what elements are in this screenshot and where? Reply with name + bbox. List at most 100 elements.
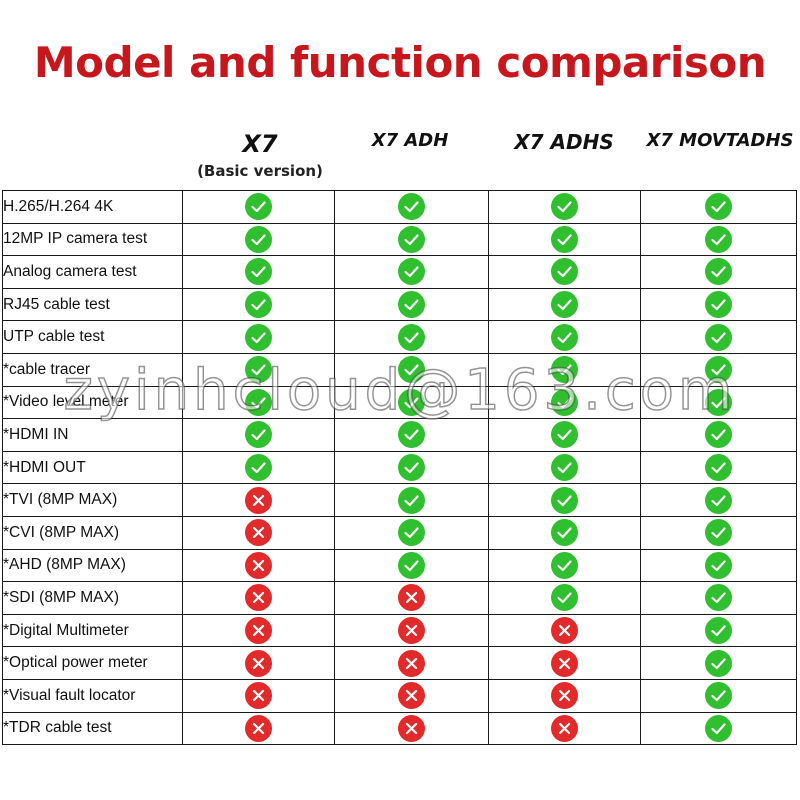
- check-circle-icon: [705, 682, 732, 710]
- support-cell: [182, 548, 335, 583]
- cross-circle-icon: [245, 551, 272, 579]
- check-circle-icon: [551, 258, 578, 286]
- check-circle-icon: [245, 323, 272, 351]
- cross-circle-icon: [398, 682, 425, 710]
- check-circle-icon: [398, 258, 425, 286]
- check-circle-icon: [705, 258, 732, 286]
- feature-label: RJ45 cable test: [2, 287, 183, 322]
- support-cell: [334, 222, 489, 257]
- check-circle-icon: [245, 193, 272, 221]
- column-header-model: X7 MOVTADHS: [646, 130, 794, 151]
- feature-label: *Video level meter: [2, 385, 183, 420]
- feature-label: *HDMI OUT: [2, 450, 183, 485]
- column-header-x7-adhs: X7 ADHS: [488, 130, 640, 154]
- column-header-model: X7 ADH: [371, 130, 449, 151]
- support-cell: [334, 646, 489, 680]
- table-row: UTP cable test: [2, 320, 797, 354]
- check-circle-icon: [551, 584, 578, 612]
- check-circle-icon: [245, 388, 272, 416]
- support-cell: [182, 581, 335, 615]
- support-cell: [182, 678, 335, 713]
- check-circle-icon: [398, 193, 425, 221]
- cross-circle-icon: [245, 584, 272, 612]
- support-cell: [640, 385, 797, 420]
- support-cell: [640, 646, 797, 680]
- cross-circle-icon: [551, 617, 578, 645]
- support-cell: [182, 385, 335, 420]
- support-cell: [182, 255, 335, 289]
- check-circle-icon: [551, 551, 578, 579]
- feature-label: *HDMI IN: [2, 418, 183, 452]
- support-cell: [334, 515, 489, 550]
- column-header-subtitle: (Basic version): [197, 162, 323, 180]
- feature-label: *SDI (8MP MAX): [2, 581, 183, 615]
- support-cell: [488, 190, 641, 224]
- check-circle-icon: [705, 649, 732, 677]
- feature-label: H.265/H.264 4K: [2, 190, 183, 224]
- check-circle-icon: [705, 584, 732, 612]
- check-circle-icon: [705, 454, 732, 482]
- column-header-model: X7: [242, 130, 278, 158]
- support-cell: [334, 711, 489, 746]
- support-cell: [182, 450, 335, 485]
- support-cell: [334, 418, 489, 452]
- table-row: *HDMI IN: [2, 418, 797, 452]
- support-cell: [334, 320, 489, 354]
- table-row: *CVI (8MP MAX): [2, 515, 797, 550]
- feature-label: *TVI (8MP MAX): [2, 483, 183, 517]
- cross-circle-icon: [398, 714, 425, 742]
- cross-circle-icon: [398, 584, 425, 612]
- check-circle-icon: [705, 486, 732, 514]
- support-cell: [182, 515, 335, 550]
- cross-circle-icon: [245, 714, 272, 742]
- table-row: *HDMI OUT: [2, 450, 797, 485]
- cross-circle-icon: [551, 714, 578, 742]
- table-row: *Visual fault locator: [2, 678, 797, 713]
- support-cell: [182, 711, 335, 746]
- cross-circle-icon: [245, 519, 272, 547]
- check-circle-icon: [398, 421, 425, 449]
- feature-label: *Digital Multimeter: [2, 613, 183, 648]
- column-header-x7-movtadhs: X7 MOVTADHS: [640, 130, 800, 151]
- support-cell: [640, 320, 797, 354]
- feature-label: Analog camera test: [2, 255, 183, 289]
- check-circle-icon: [551, 193, 578, 221]
- support-cell: [334, 255, 489, 289]
- cross-circle-icon: [398, 617, 425, 645]
- support-cell: [640, 515, 797, 550]
- support-cell: [488, 385, 641, 420]
- check-circle-icon: [398, 323, 425, 351]
- table-row: *cable tracer: [2, 352, 797, 387]
- support-cell: [334, 450, 489, 485]
- cross-circle-icon: [245, 682, 272, 710]
- support-cell: [488, 581, 641, 615]
- feature-label: *Optical power meter: [2, 646, 183, 680]
- support-cell: [182, 190, 335, 224]
- check-circle-icon: [551, 388, 578, 416]
- check-circle-icon: [245, 454, 272, 482]
- table-row: *Optical power meter: [2, 646, 797, 680]
- support-cell: [488, 678, 641, 713]
- support-cell: [640, 352, 797, 387]
- check-circle-icon: [245, 421, 272, 449]
- check-circle-icon: [705, 421, 732, 449]
- support-cell: [488, 646, 641, 680]
- support-cell: [488, 287, 641, 322]
- support-cell: [182, 483, 335, 517]
- support-cell: [182, 320, 335, 354]
- table-row: H.265/H.264 4K: [2, 190, 797, 224]
- check-circle-icon: [705, 323, 732, 351]
- support-cell: [640, 287, 797, 322]
- support-cell: [334, 613, 489, 648]
- check-circle-icon: [705, 714, 732, 742]
- support-cell: [182, 352, 335, 387]
- table-row: *Digital Multimeter: [2, 613, 797, 648]
- support-cell: [488, 613, 641, 648]
- check-circle-icon: [398, 486, 425, 514]
- comparison-table: H.265/H.264 4K 12MP IP camera test Analog …: [2, 190, 797, 746]
- support-cell: [640, 418, 797, 452]
- support-cell: [640, 255, 797, 289]
- check-circle-icon: [551, 519, 578, 547]
- support-cell: [640, 190, 797, 224]
- check-circle-icon: [398, 225, 425, 253]
